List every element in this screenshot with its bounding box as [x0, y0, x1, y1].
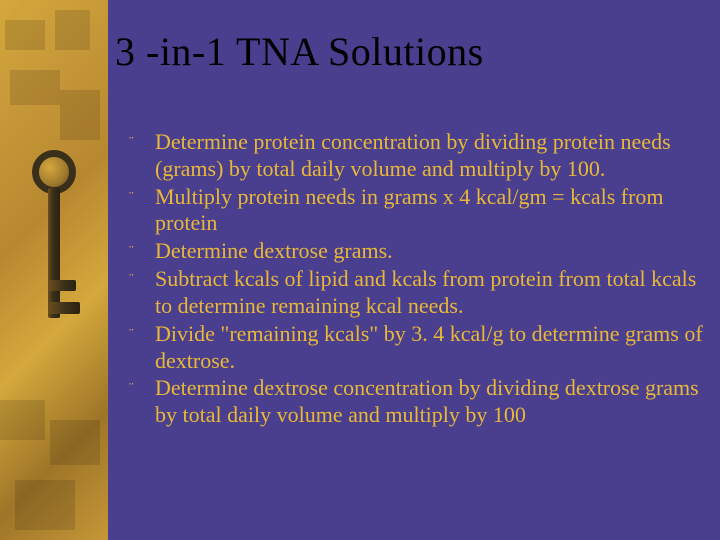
list-item: ¨ Multiply protein needs in grams x 4 kc… [129, 184, 705, 238]
bullet-marker-icon: ¨ [129, 326, 134, 343]
list-item: ¨ Divide "remaining kcals" by 3. 4 kcal/… [129, 321, 705, 375]
list-item: ¨ Determine dextrose grams. [129, 238, 705, 265]
list-item: ¨ Determine protein concentration by div… [129, 129, 705, 183]
list-item: ¨ Subtract kcals of lipid and kcals from… [129, 266, 705, 320]
bullet-marker-icon: ¨ [129, 189, 134, 206]
bullet-marker-icon: ¨ [129, 271, 134, 288]
bullet-marker-icon: ¨ [129, 380, 134, 397]
bullet-text: Determine dextrose grams. [155, 238, 393, 263]
bullet-text: Determine dextrose concentration by divi… [155, 375, 699, 427]
bullet-text: Multiply protein needs in grams x 4 kcal… [155, 184, 664, 236]
bullet-text: Divide "remaining kcals" by 3. 4 kcal/g … [155, 321, 703, 373]
list-item: ¨ Determine dextrose concentration by di… [129, 375, 705, 429]
bullet-list: ¨ Determine protein concentration by div… [115, 129, 705, 429]
bullet-text: Determine protein concentration by divid… [155, 129, 671, 181]
bullet-marker-icon: ¨ [129, 243, 134, 260]
slide-content: 3 -in-1 TNA Solutions ¨ Determine protei… [115, 28, 705, 430]
decorative-sidebar [0, 0, 108, 540]
key-icon [18, 150, 90, 390]
slide-title: 3 -in-1 TNA Solutions [115, 28, 705, 75]
bullet-marker-icon: ¨ [129, 134, 134, 151]
bullet-text: Subtract kcals of lipid and kcals from p… [155, 266, 696, 318]
